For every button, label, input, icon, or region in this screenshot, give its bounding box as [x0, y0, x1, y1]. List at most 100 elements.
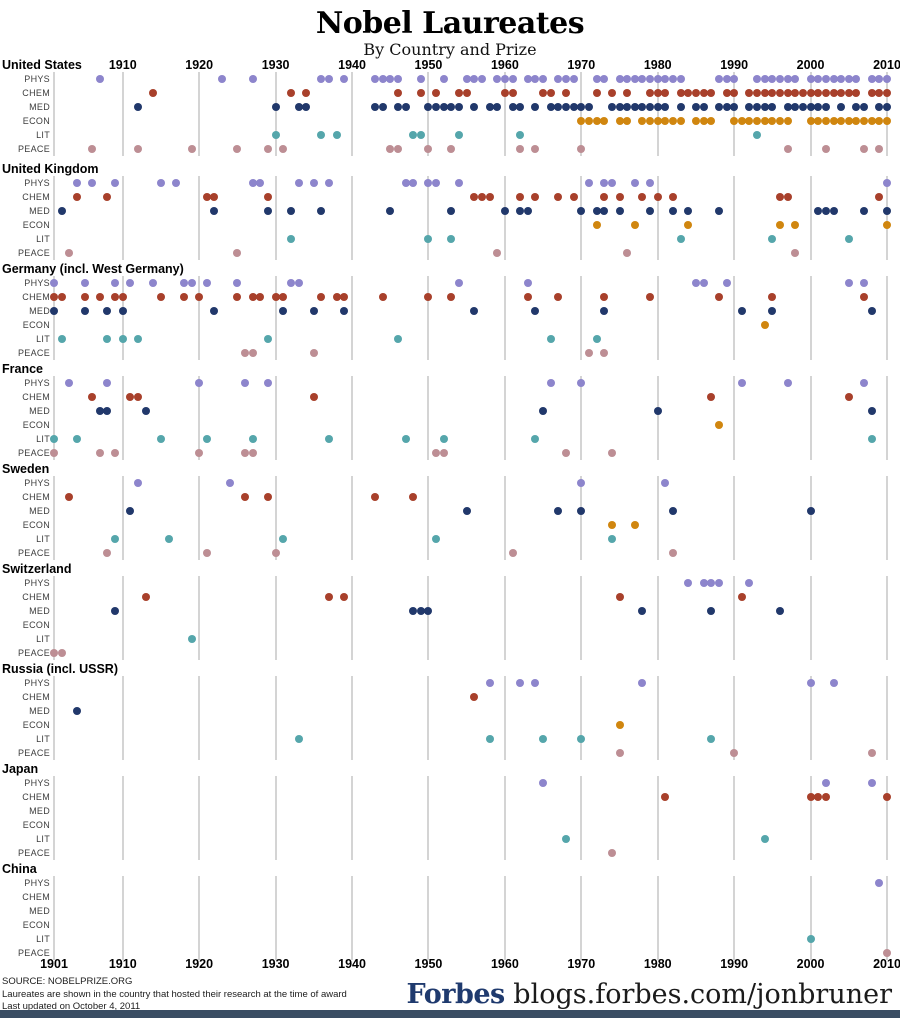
country-plot: PHYS CHEM MED ECON LIT PEACE [0, 376, 900, 460]
laureate-dot [386, 207, 395, 215]
laureate-dot [883, 89, 891, 97]
laureate-dot [768, 89, 777, 97]
laureate-dot [737, 117, 746, 125]
laureate-dot [325, 435, 334, 443]
prize-row-label: LIT [36, 234, 50, 244]
laureate-dot [302, 89, 311, 97]
prize-row-label: ECON [22, 420, 50, 430]
laureate-dot [562, 103, 571, 111]
axis-year-label: 1970 [567, 58, 596, 72]
country-label: Japan [2, 762, 39, 776]
decade-gridline [733, 176, 736, 260]
laureate-dot [676, 235, 685, 243]
laureate-dot [646, 207, 655, 215]
laureate-dot [867, 307, 876, 315]
forbes-credit: Forbes blogs.forbes.com/jonbruner [407, 979, 892, 1010]
laureate-dot [72, 435, 81, 443]
laureate-dot [592, 117, 601, 125]
laureate-dot [57, 207, 66, 215]
prize-row-label: MED [29, 706, 50, 716]
prize-row-label: CHEM [22, 792, 50, 802]
laureate-dot [661, 793, 670, 801]
laureate-dot [806, 89, 815, 97]
page-title: Nobel Laureates [315, 6, 585, 41]
laureate-dot [302, 103, 311, 111]
prize-row-label: MED [29, 406, 50, 416]
laureate-dot [432, 449, 441, 457]
decade-gridline [503, 776, 506, 860]
laureate-dot [883, 179, 891, 187]
country-section: United Kingdom PHYS CHEM MED ECON LIT PEACE [0, 160, 900, 260]
laureate-dot [875, 879, 884, 887]
decade-gridline [121, 676, 124, 760]
laureate-dot [500, 89, 509, 97]
laureate-dot [111, 449, 120, 457]
laureate-dot [768, 293, 777, 301]
blog-url[interactable]: blogs.forbes.com/jonbruner [504, 979, 892, 1010]
laureate-dot [455, 89, 464, 97]
prize-row-label: LIT [36, 534, 50, 544]
laureate-dot [623, 117, 632, 125]
decade-gridline [427, 276, 430, 360]
laureate-dot [776, 75, 784, 83]
laureate-dot [821, 793, 830, 801]
laureate-dot [768, 75, 777, 83]
laureate-dot [539, 779, 548, 787]
laureate-dot [317, 293, 326, 301]
laureate-dot [875, 89, 884, 97]
laureate-dot [607, 89, 616, 97]
laureate-dot [630, 103, 639, 111]
laureate-dot [416, 75, 425, 83]
decade-gridline [351, 176, 354, 260]
laureate-dot [432, 103, 441, 111]
laureate-dot [202, 193, 211, 201]
laureate-dot [753, 117, 762, 125]
decade-gridline [733, 576, 736, 660]
prize-row-label: PHYS [24, 778, 50, 788]
laureate-dot [814, 75, 823, 83]
decade-gridline [580, 176, 583, 260]
laureate-dot [867, 117, 876, 125]
laureate-dot [263, 207, 272, 215]
laureate-dot [279, 145, 288, 153]
laureate-dot [806, 935, 815, 943]
laureate-dot [592, 75, 601, 83]
country-plot: PHYS CHEM MED ECON LIT PEACE [0, 276, 900, 360]
laureate-dot [791, 75, 800, 83]
laureate-dot [646, 293, 655, 301]
prize-row-label: CHEM [22, 492, 50, 502]
laureate-dot [531, 193, 540, 201]
country-plot: PHYS CHEM MED ECON LIT PEACE [0, 876, 900, 960]
laureate-dot [776, 221, 784, 229]
prize-row-label: PEACE [17, 748, 50, 758]
laureate-dot [714, 421, 723, 429]
laureate-dot [638, 117, 647, 125]
axis-year-label: 1940 [338, 957, 366, 971]
laureate-dot [661, 75, 670, 83]
laureate-dot [409, 493, 418, 501]
laureate-dot [676, 89, 685, 97]
prize-row-label: PHYS [24, 878, 50, 888]
laureate-dot [600, 307, 609, 315]
laureate-dot [600, 179, 609, 187]
laureate-dot [852, 103, 861, 111]
decade-gridline [886, 776, 888, 860]
laureate-dot [432, 89, 441, 97]
laureate-dot [111, 535, 120, 543]
laureate-dot [646, 103, 655, 111]
laureate-dot [691, 89, 700, 97]
decade-gridline [198, 576, 201, 660]
prize-row-label: LIT [36, 834, 50, 844]
axis-year-label: 1950 [414, 957, 443, 971]
prize-row-label: LIT [36, 934, 50, 944]
laureate-dot [737, 379, 746, 387]
laureate-dot [684, 207, 693, 215]
laureate-dot [57, 335, 66, 343]
prize-row-label: PEACE [17, 848, 50, 858]
laureate-dot [768, 117, 777, 125]
laureate-dot [638, 75, 647, 83]
laureate-dot [867, 89, 876, 97]
prize-row-label: PHYS [24, 278, 50, 288]
laureate-dot [393, 335, 402, 343]
laureate-dot [156, 435, 165, 443]
